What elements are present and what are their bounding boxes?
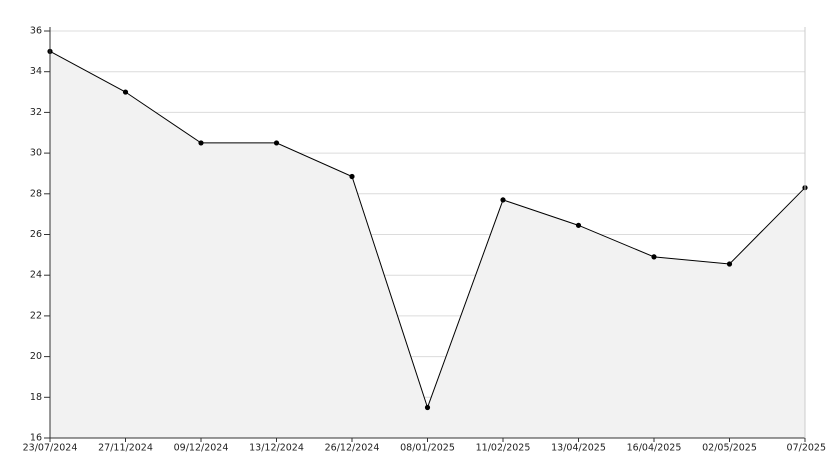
y-tick-label: 16 [30,433,42,444]
y-tick-label: 18 [30,392,42,403]
point [273,140,280,146]
point [198,140,204,146]
y-tick-label: 26 [30,229,42,240]
y-tick-label: 22 [30,310,42,321]
point [726,261,733,267]
point [349,173,355,180]
y-tick-label: 24 [30,270,42,281]
x-tick-label: 07/2025 [787,443,826,454]
x-tick-label: 11/02/2025 [476,443,531,454]
x-tick-label: 16/04/2025 [627,443,682,454]
x-tick-label: 13/04/2025 [551,443,606,454]
x-tick-label: 02/05/2025 [702,443,757,454]
point [122,89,129,95]
y-tick-label: 28 [30,188,42,199]
area [50,51,805,438]
y-tick-label: 32 [30,107,42,118]
y-tick-label: 36 [30,26,42,37]
point [651,254,657,260]
y-tick-label: 20 [30,351,42,362]
point [424,404,431,411]
x-tick-label: 13/12/2024 [249,443,304,454]
x-tick-label: 23/07/2024 [23,443,78,454]
x-tick-label: 26/12/2024 [325,443,380,454]
y-tick-label: 34 [30,66,42,77]
x-tick-label: 27/11/2024 [98,443,153,454]
x-tick-label: 08/01/2025 [400,443,455,454]
y-tick-label: 30 [30,148,42,159]
x-tick-label: 09/12/2024 [174,443,229,454]
point [575,222,582,228]
point [500,197,506,203]
